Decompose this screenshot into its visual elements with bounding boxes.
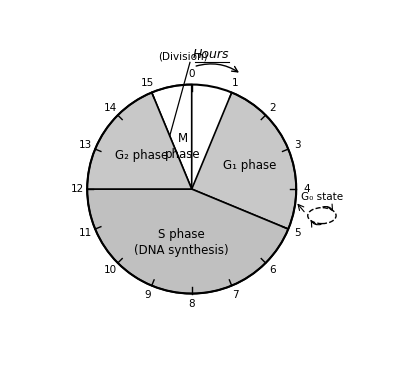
Text: 10: 10 — [104, 265, 117, 275]
Text: 1: 1 — [232, 78, 239, 88]
Text: 3: 3 — [294, 140, 301, 150]
Text: 6: 6 — [270, 265, 276, 275]
Wedge shape — [152, 85, 192, 189]
Wedge shape — [192, 92, 296, 229]
Text: 7: 7 — [232, 290, 239, 300]
Text: M
phase: M phase — [165, 131, 201, 161]
Text: 15: 15 — [141, 78, 154, 88]
Text: (Division): (Division) — [158, 51, 208, 61]
Wedge shape — [87, 189, 288, 293]
Text: Hours: Hours — [193, 48, 230, 61]
Text: 9: 9 — [144, 290, 151, 300]
Text: S phase
(DNA synthesis): S phase (DNA synthesis) — [134, 228, 228, 257]
Text: 12: 12 — [70, 184, 84, 194]
Text: 2: 2 — [270, 103, 276, 113]
Text: G₂ phase: G₂ phase — [115, 149, 168, 162]
Text: 13: 13 — [79, 140, 92, 150]
Text: 0: 0 — [188, 69, 195, 79]
Text: 14: 14 — [104, 103, 117, 113]
Text: 5: 5 — [294, 228, 301, 238]
Text: 11: 11 — [79, 228, 92, 238]
Text: 8: 8 — [188, 299, 195, 309]
Text: G₁ phase: G₁ phase — [223, 159, 276, 172]
Text: 4: 4 — [303, 184, 310, 194]
Wedge shape — [87, 92, 192, 189]
Text: G₀ state: G₀ state — [301, 192, 343, 202]
